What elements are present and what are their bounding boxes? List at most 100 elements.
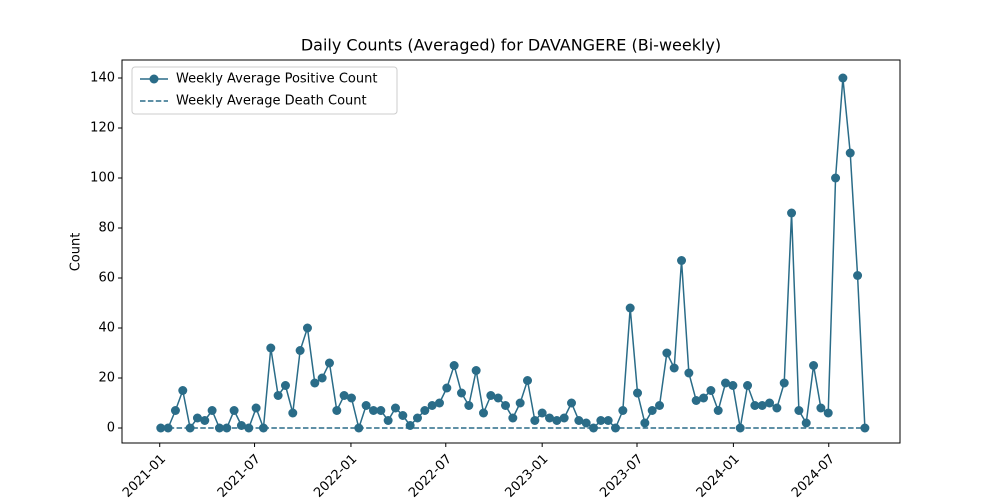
y-tick-label: 40 xyxy=(98,321,115,336)
data-point xyxy=(500,401,510,410)
data-point xyxy=(420,406,430,415)
data-point xyxy=(603,416,613,425)
data-point xyxy=(787,208,797,218)
y-tick-label: 100 xyxy=(90,171,115,186)
data-point xyxy=(699,393,709,403)
data-point xyxy=(449,361,459,370)
data-point xyxy=(266,343,276,353)
data-point xyxy=(772,403,782,413)
data-point xyxy=(163,423,173,433)
y-tick-label: 0 xyxy=(107,421,115,436)
data-point xyxy=(523,376,533,385)
data-point xyxy=(589,423,599,433)
data-point xyxy=(368,406,378,415)
data-point xyxy=(567,398,577,408)
y-tick-label: 140 xyxy=(90,71,115,86)
legend-marker xyxy=(149,74,159,84)
data-point xyxy=(757,401,767,410)
data-point xyxy=(750,401,760,410)
data-point xyxy=(633,388,643,398)
data-point xyxy=(618,406,628,415)
plot-frame xyxy=(121,59,901,444)
data-point xyxy=(552,416,562,425)
data-point xyxy=(464,401,474,410)
data-point xyxy=(398,411,408,420)
data-point xyxy=(640,418,650,428)
data-point xyxy=(376,406,386,415)
data-point xyxy=(728,381,738,390)
y-axis-label: Count xyxy=(69,233,84,272)
data-point xyxy=(170,406,180,415)
data-point xyxy=(339,391,349,400)
data-point xyxy=(310,378,320,388)
data-point xyxy=(794,406,804,415)
data-point xyxy=(765,398,775,408)
data-point xyxy=(200,416,210,425)
data-point xyxy=(258,423,268,433)
y-tick-label: 20 xyxy=(98,371,115,386)
data-point xyxy=(713,406,723,415)
data-point xyxy=(346,393,356,403)
data-point xyxy=(412,413,422,423)
data-point xyxy=(302,323,312,333)
data-point xyxy=(706,386,716,395)
data-point xyxy=(684,368,694,378)
data-point xyxy=(625,303,635,313)
data-point xyxy=(273,391,283,400)
data-point xyxy=(530,416,540,425)
data-point xyxy=(280,381,290,390)
data-point xyxy=(779,378,789,388)
chart-title: Daily Counts (Averaged) for DAVANGERE (B… xyxy=(301,36,721,55)
data-point xyxy=(324,358,334,368)
data-point xyxy=(178,386,188,395)
data-point xyxy=(581,418,591,428)
data-point xyxy=(515,398,525,408)
legend-label: Weekly Average Positive Count xyxy=(176,72,377,87)
data-point xyxy=(456,388,466,398)
data-point xyxy=(478,408,488,418)
data-point xyxy=(838,73,848,83)
y-tick-label: 120 xyxy=(90,121,115,136)
data-point xyxy=(493,393,503,403)
data-point xyxy=(317,373,327,383)
data-point xyxy=(442,383,452,393)
data-point xyxy=(229,406,239,415)
data-point xyxy=(559,413,569,423)
legend-box xyxy=(131,66,398,115)
data-point xyxy=(192,413,202,423)
data-point xyxy=(574,416,584,425)
data-point xyxy=(383,416,393,425)
data-point xyxy=(677,256,687,265)
data-point xyxy=(537,408,547,418)
data-point xyxy=(801,418,811,428)
data-point xyxy=(669,363,679,373)
data-point xyxy=(845,148,855,158)
data-point xyxy=(207,406,217,415)
data-point xyxy=(251,403,261,413)
data-point xyxy=(471,366,481,375)
data-point xyxy=(647,406,657,415)
data-point xyxy=(545,413,555,423)
data-point xyxy=(831,173,841,183)
data-point xyxy=(809,361,819,370)
legend-label: Weekly Average Death Count xyxy=(176,94,367,109)
data-point xyxy=(823,408,833,418)
data-point xyxy=(295,346,305,355)
data-point xyxy=(662,348,672,358)
data-point xyxy=(185,423,195,433)
data-point xyxy=(486,391,496,400)
data-point xyxy=(691,396,701,405)
data-point xyxy=(288,408,298,418)
data-point xyxy=(390,403,400,413)
data-point xyxy=(434,398,444,408)
y-tick-label: 80 xyxy=(98,221,115,236)
data-point xyxy=(655,401,665,410)
data-point xyxy=(427,401,437,410)
data-point xyxy=(816,403,826,413)
data-point xyxy=(156,423,166,433)
data-point xyxy=(853,271,863,280)
data-point xyxy=(508,413,518,423)
data-point xyxy=(596,416,606,425)
y-tick-label: 60 xyxy=(98,271,115,286)
